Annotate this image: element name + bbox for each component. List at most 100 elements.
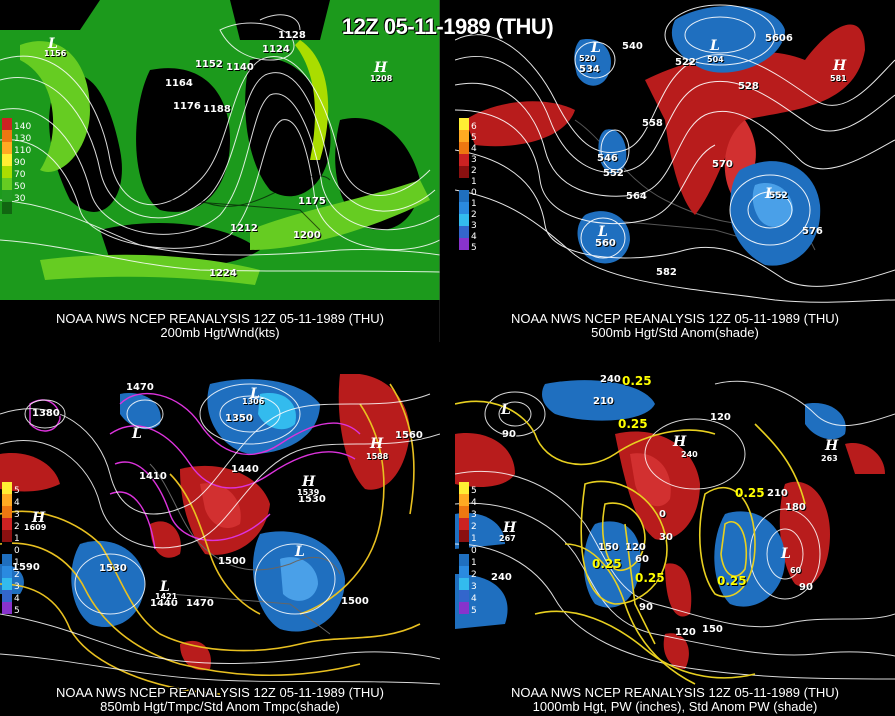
colorbar-tick-label: 140 — [14, 122, 32, 132]
contour-label: 0.25 — [618, 417, 648, 431]
low-value: 1306 — [242, 397, 265, 406]
panel-200mb-map — [0, 0, 440, 342]
panel-1000mb-map — [455, 374, 895, 716]
contour-label: 1212 — [230, 223, 258, 234]
contour-label: 0.25 — [635, 571, 665, 585]
contour-label: 522 — [675, 57, 696, 68]
colorbar-tick-label: 6 — [471, 122, 477, 132]
low-value: 520 — [579, 54, 596, 63]
contour-label: 1224 — [209, 268, 237, 279]
contour-label: 240 — [491, 572, 512, 583]
contour-label: 1128 — [278, 30, 306, 41]
contour-label: 120 — [625, 542, 646, 553]
colorbar-tick-label: 2 — [14, 570, 20, 580]
high-symbol: H — [833, 58, 847, 74]
high-value: 1539 — [297, 488, 320, 497]
contour-label: 1530 — [99, 563, 127, 574]
low-symbol: L — [250, 386, 260, 402]
contour-label: 210 — [767, 488, 788, 499]
contour-label: 1590 — [12, 562, 40, 573]
contour-label: 1140 — [226, 62, 254, 73]
contour-label: 150 — [702, 624, 723, 635]
contour-label: 1124 — [262, 44, 290, 55]
high-symbol: H — [825, 438, 839, 454]
contour-label: 534 — [579, 64, 600, 75]
panel-1000mb-caption-2: 1000mb Hgt, PW (inches), Std Anom PW (sh… — [532, 699, 818, 714]
low-symbol: L — [132, 426, 142, 442]
colorbar-tick-label: 130 — [14, 134, 32, 144]
colorbar-tick-label: 5 — [471, 133, 477, 143]
contour-label: 576 — [802, 226, 823, 237]
panel-500mb-caption-1: NOAA NWS NCEP REANALYSIS 12Z 05-11-1989 … — [511, 311, 839, 326]
high-value: 1609 — [24, 523, 47, 532]
contour-label: 120 — [675, 627, 696, 638]
colorbar-tick-label: 3 — [471, 155, 477, 165]
contour-label: 1470 — [186, 598, 214, 609]
contour-label: 1440 — [150, 598, 178, 609]
contour-label: 540 — [622, 41, 643, 52]
low-symbol: L — [710, 38, 720, 54]
panel-200mb-caption-1: NOAA NWS NCEP REANALYSIS 12Z 05-11-1989 … — [56, 311, 384, 326]
colorbar-tick-label: 3 — [14, 582, 20, 592]
contour-label: 1175 — [298, 196, 326, 207]
colorbar-tick-label: 90 — [14, 158, 26, 168]
contour-label: 1350 — [225, 413, 253, 424]
colorbar-tick-label: 4 — [471, 232, 477, 242]
high-value: 263 — [821, 454, 838, 463]
contour-label: 1410 — [139, 471, 167, 482]
colorbar-tick-label: 4 — [14, 498, 20, 508]
colorbar-tick-label: 50 — [14, 182, 26, 192]
panel-850mb-caption-2: 850mb Hgt/Tmpc/Std Anom Tmpc(shade) — [100, 699, 340, 714]
colorbar-tick-label: 1 — [471, 199, 477, 209]
contour-label: 180 — [785, 502, 806, 513]
high-value: 267 — [499, 534, 516, 543]
contour-label: 528 — [738, 81, 759, 92]
high-value: 1208 — [370, 74, 393, 83]
contour-label: 570 — [712, 159, 733, 170]
colorbar-tick-label: 3 — [471, 221, 477, 231]
colorbar-tick-label: 3 — [471, 510, 477, 520]
low-symbol: L — [48, 36, 58, 52]
low-value: 552 — [769, 191, 788, 201]
colorbar-tick-label: 2 — [471, 166, 477, 176]
colorbar-tick-label: 2 — [471, 210, 477, 220]
low-value: 1421 — [155, 592, 178, 601]
colorbar-tick-label: 4 — [471, 594, 477, 604]
colorbar-tick-label: 2 — [471, 570, 477, 580]
contour-label: 1470 — [126, 382, 154, 393]
contour-label: 1164 — [165, 78, 193, 89]
colorbar-tick-label: 70 — [14, 170, 26, 180]
panel-850mb-map — [0, 374, 440, 716]
colorbar-tick-label: 1 — [14, 534, 20, 544]
contour-label: 5606 — [765, 33, 793, 44]
colorbar-tick-label: 4 — [471, 498, 477, 508]
contour-label: 1188 — [203, 104, 231, 115]
low-symbol: L — [591, 40, 601, 56]
colorbar-tick-label: 2 — [14, 522, 20, 532]
contour-label: 1152 — [195, 59, 223, 70]
contour-label: 90 — [799, 582, 813, 593]
contour-label: 90 — [639, 602, 653, 613]
main-title: 12Z 05-11-1989 (THU) — [341, 14, 554, 39]
contour-label: 60 — [635, 554, 649, 565]
colorbar-tick-label: 5 — [14, 606, 20, 616]
high-symbol: H — [302, 474, 316, 490]
colorbar-tick-label: 0 — [471, 188, 477, 198]
colorbar-tick-label: 3 — [14, 510, 20, 520]
low-symbol: L — [160, 579, 170, 595]
contour-label: 552 — [603, 168, 624, 179]
contour-label: 0.25 — [622, 374, 652, 388]
high-value: 240 — [681, 450, 698, 459]
low-symbol: L — [598, 224, 608, 240]
contour-label: 210 — [593, 396, 614, 407]
contour-label: 560 — [595, 238, 616, 249]
panel-850mb-caption-1: NOAA NWS NCEP REANALYSIS 12Z 05-11-1989 … — [56, 685, 384, 700]
panel-500mb-map — [455, 0, 895, 342]
colorbar-tick-label: 3 — [471, 582, 477, 592]
contour-label: 582 — [656, 267, 677, 278]
contour-label: 1500 — [218, 556, 246, 567]
contour-label: 1380 — [32, 408, 60, 419]
contour-label: 0.25 — [717, 574, 747, 588]
colorbar-tick-label: 0 — [14, 546, 20, 556]
high-symbol: H — [374, 60, 388, 76]
